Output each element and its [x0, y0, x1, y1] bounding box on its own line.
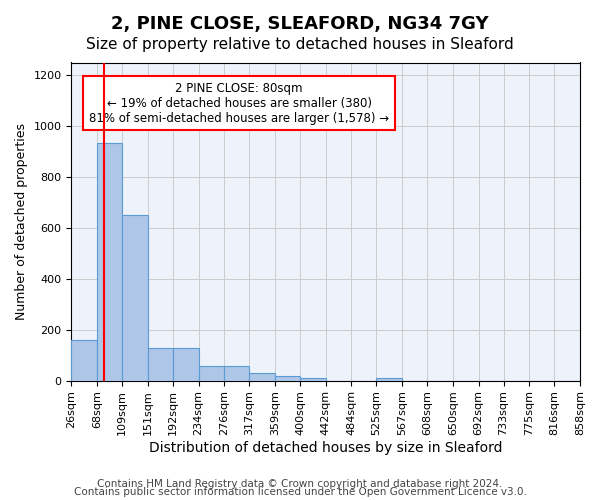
Text: 2 PINE CLOSE: 80sqm
← 19% of detached houses are smaller (380)
81% of semi-detac: 2 PINE CLOSE: 80sqm ← 19% of detached ho…	[89, 82, 389, 124]
Bar	[71, 340, 97, 380]
Bar	[199, 366, 224, 380]
Bar	[249, 373, 275, 380]
Text: Contains public sector information licensed under the Open Government Licence v3: Contains public sector information licen…	[74, 487, 526, 497]
Text: 2, PINE CLOSE, SLEAFORD, NG34 7GY: 2, PINE CLOSE, SLEAFORD, NG34 7GY	[111, 15, 489, 33]
Bar	[275, 376, 300, 380]
X-axis label: Distribution of detached houses by size in Sleaford: Distribution of detached houses by size …	[149, 441, 502, 455]
Text: Size of property relative to detached houses in Sleaford: Size of property relative to detached ho…	[86, 38, 514, 52]
Text: Contains HM Land Registry data © Crown copyright and database right 2024.: Contains HM Land Registry data © Crown c…	[97, 479, 503, 489]
Bar	[148, 348, 173, 380]
Bar	[300, 378, 326, 380]
Bar	[173, 348, 199, 380]
Y-axis label: Number of detached properties: Number of detached properties	[15, 123, 28, 320]
Bar	[97, 142, 122, 380]
Bar	[224, 366, 249, 380]
Bar	[376, 378, 402, 380]
Bar	[122, 215, 148, 380]
